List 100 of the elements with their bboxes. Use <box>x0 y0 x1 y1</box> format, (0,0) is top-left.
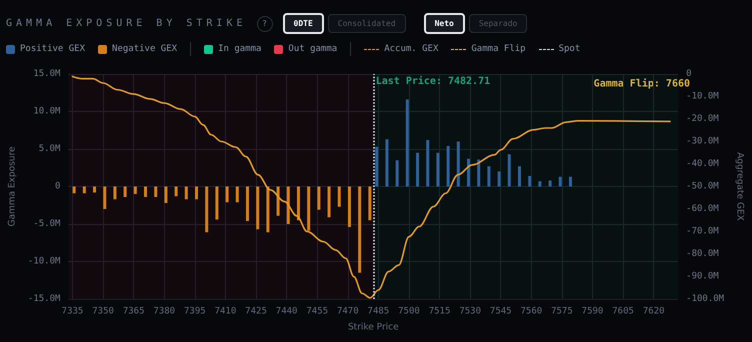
bar <box>276 186 280 216</box>
y-tick-label: -15.0M <box>28 294 61 304</box>
bar <box>184 186 188 200</box>
text: Separado <box>468 14 528 33</box>
bar <box>317 186 320 210</box>
y2-tick-label: 0 <box>686 69 692 79</box>
text: 0DTE <box>282 13 324 34</box>
bar <box>72 186 76 194</box>
x-tick-label: 7410 <box>214 306 236 316</box>
y-tick-label: -10.0M <box>28 256 61 266</box>
bar <box>358 186 362 273</box>
x-tick-label: 7455 <box>306 306 328 316</box>
bar <box>226 186 229 202</box>
bar <box>487 166 490 186</box>
y2-tick-label: -60.0M <box>686 204 720 214</box>
chart-title: GAMMA EXPOSURE BY STRIKE <box>6 18 246 29</box>
bar <box>307 186 310 231</box>
y-tick-label: 10.0M <box>33 106 61 116</box>
y2-tick-label: -70.0M <box>686 226 720 236</box>
text: Consolidated <box>328 14 406 33</box>
bar <box>368 186 372 220</box>
bar <box>195 186 198 200</box>
text: Neto <box>424 13 465 34</box>
bar <box>205 186 208 232</box>
bar <box>93 186 96 192</box>
x-axis-title: Strike Price <box>348 322 400 332</box>
x-tick-label: 7530 <box>459 306 482 316</box>
y2-tick-label: -20.0M <box>686 114 720 124</box>
x-tick-label: 7425 <box>245 306 267 316</box>
x-tick-label: 7500 <box>398 306 420 316</box>
y2-tick-label: -80.0M <box>686 249 720 259</box>
bar <box>164 186 168 203</box>
bar <box>328 186 331 218</box>
bar <box>144 186 148 197</box>
bar <box>134 186 137 194</box>
bar <box>338 186 341 207</box>
bar <box>246 186 249 221</box>
x-tick-label: 7560 <box>520 306 542 316</box>
x-tick-label: 7605 <box>612 306 634 316</box>
bar <box>456 142 460 186</box>
annotation: Last Price: 7482.71 <box>376 75 490 87</box>
x-tick-label: 7545 <box>490 306 512 316</box>
annotation: Gamma Flip: 7660 <box>594 78 690 90</box>
bar <box>538 181 542 186</box>
x-tick-label: 7515 <box>428 306 450 316</box>
x-tick-label: 7620 <box>642 306 665 316</box>
bar <box>568 176 572 186</box>
bar <box>215 186 218 220</box>
bar <box>498 172 501 186</box>
bar <box>296 186 300 220</box>
bar <box>528 176 532 186</box>
y2-tick-label: -90.0M <box>686 272 720 282</box>
bar <box>113 186 116 200</box>
legend-label: Accum. GEX <box>383 44 438 54</box>
bar <box>103 186 106 209</box>
bar <box>236 186 239 202</box>
y2-axis-title: Aggregate GEX <box>734 152 744 221</box>
x-tick-label: 7485 <box>368 306 390 316</box>
bar <box>396 160 399 186</box>
y-tick-label: -5.0M <box>33 219 61 229</box>
x-tick-label: 7335 <box>62 306 84 316</box>
bar <box>385 139 388 186</box>
bar <box>558 176 562 186</box>
legend-label: Out gamma <box>287 44 338 54</box>
bar <box>174 186 178 196</box>
x-tick-label: 7575 <box>551 306 573 316</box>
legend-label: In gamma <box>217 44 262 54</box>
bar <box>348 186 351 227</box>
x-tick-label: 7440 <box>276 306 298 316</box>
bar <box>82 186 86 194</box>
y-tick-label: 15.0M <box>33 69 61 79</box>
bar <box>375 146 378 186</box>
y2-tick-label: -50.0M <box>686 182 720 192</box>
x-tick-label: 7350 <box>92 306 114 316</box>
x-tick-label: 7395 <box>184 306 206 316</box>
bar <box>436 152 440 186</box>
y-axis-title: Gamma Exposure <box>8 146 18 227</box>
bar <box>426 140 430 186</box>
x-tick-label: 7470 <box>336 306 359 316</box>
bar <box>124 186 127 197</box>
y2-tick-label: -100.0M <box>686 294 725 304</box>
bar <box>406 100 409 186</box>
x-tick-label: 7380 <box>153 306 176 316</box>
legend-label: Positive GEX <box>19 44 86 54</box>
bar <box>416 152 420 186</box>
bar <box>446 146 450 186</box>
bar <box>477 160 480 186</box>
legend-label: Spot <box>558 44 580 54</box>
x-tick-label: 7365 <box>122 306 145 316</box>
bar <box>548 180 552 186</box>
bar <box>154 186 158 197</box>
y2-tick-label: -40.0M <box>686 159 720 169</box>
y-tick-label: 0 <box>54 182 60 192</box>
legend-label: Negative GEX <box>111 44 178 54</box>
bar <box>467 158 470 186</box>
y-tick-label: 5.0M <box>38 144 61 154</box>
bar <box>508 154 511 186</box>
text: Gamma Flip <box>470 44 526 54</box>
y2-tick-label: -30.0M <box>686 136 720 146</box>
text: ? <box>256 16 272 32</box>
